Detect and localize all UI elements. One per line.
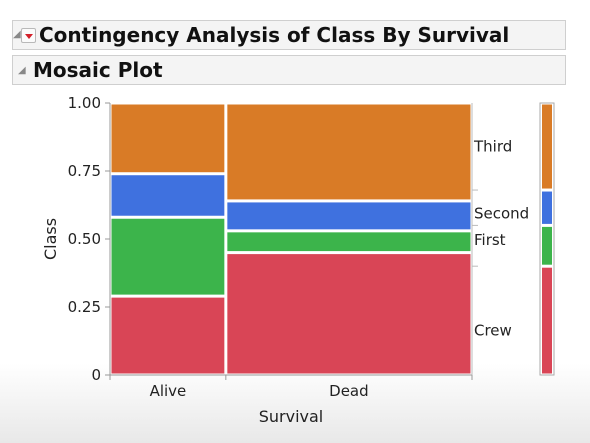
- mosaic-tile-dead-third[interactable]: [227, 104, 471, 200]
- mosaic-tile-alive-third[interactable]: [111, 104, 225, 173]
- right-axis-label-crew: Crew: [474, 322, 512, 340]
- mosaic-tile-alive-crew[interactable]: [111, 297, 225, 374]
- y-axis-label: Class: [41, 218, 60, 260]
- x-tick-label: Alive: [150, 382, 187, 400]
- x-tick-label: Dead: [329, 382, 369, 400]
- legend-swatch-first: [542, 226, 552, 265]
- red-triangle-menu-icon[interactable]: [21, 28, 36, 43]
- mosaic-tile-dead-first[interactable]: [227, 232, 471, 252]
- right-axis-label-third: Third: [473, 138, 512, 156]
- section-title: Mosaic Plot: [33, 58, 163, 82]
- mosaic-tile-alive-first[interactable]: [111, 218, 225, 295]
- right-axis-label-first: First: [474, 231, 506, 249]
- mosaic-tile-alive-second[interactable]: [111, 175, 225, 216]
- y-tick-label: 0.75: [68, 162, 101, 180]
- legend-swatch-second: [542, 191, 552, 224]
- legend-swatch-crew: [542, 267, 552, 374]
- y-axis-ticks: 0 0.25 0.50 0.75 1.00: [68, 94, 110, 384]
- x-axis-ticks: Alive Dead: [109, 375, 473, 400]
- mosaic-plot-header[interactable]: ◢ Mosaic Plot: [12, 55, 566, 85]
- mosaic-tile-dead-crew[interactable]: [227, 254, 471, 374]
- x-axis-label: Survival: [259, 407, 324, 426]
- right-axis-labels: Third Second First Crew: [472, 138, 529, 340]
- report-title: Contingency Analysis of Class By Surviva…: [39, 23, 510, 47]
- y-tick-label: 1.00: [68, 94, 101, 112]
- y-tick-label: 0.25: [68, 298, 101, 316]
- y-tick-label: 0.50: [68, 230, 101, 248]
- disclosure-triangle-icon[interactable]: ◢: [18, 65, 26, 76]
- y-tick-label: 0: [91, 366, 101, 384]
- legend-swatch-third: [542, 104, 552, 189]
- legend-bar: [539, 102, 555, 376]
- disclosure-triangle-icon[interactable]: ◢: [13, 29, 21, 40]
- right-axis-label-second: Second: [474, 205, 529, 223]
- mosaic-tile-dead-second[interactable]: [227, 202, 471, 230]
- report-header[interactable]: ◢ Contingency Analysis of Class By Survi…: [12, 20, 566, 50]
- mosaic-tiles: [111, 104, 471, 374]
